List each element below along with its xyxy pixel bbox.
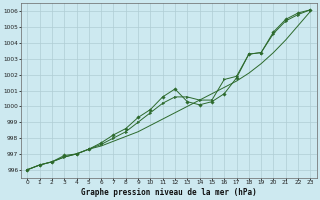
X-axis label: Graphe pression niveau de la mer (hPa): Graphe pression niveau de la mer (hPa) xyxy=(81,188,257,197)
